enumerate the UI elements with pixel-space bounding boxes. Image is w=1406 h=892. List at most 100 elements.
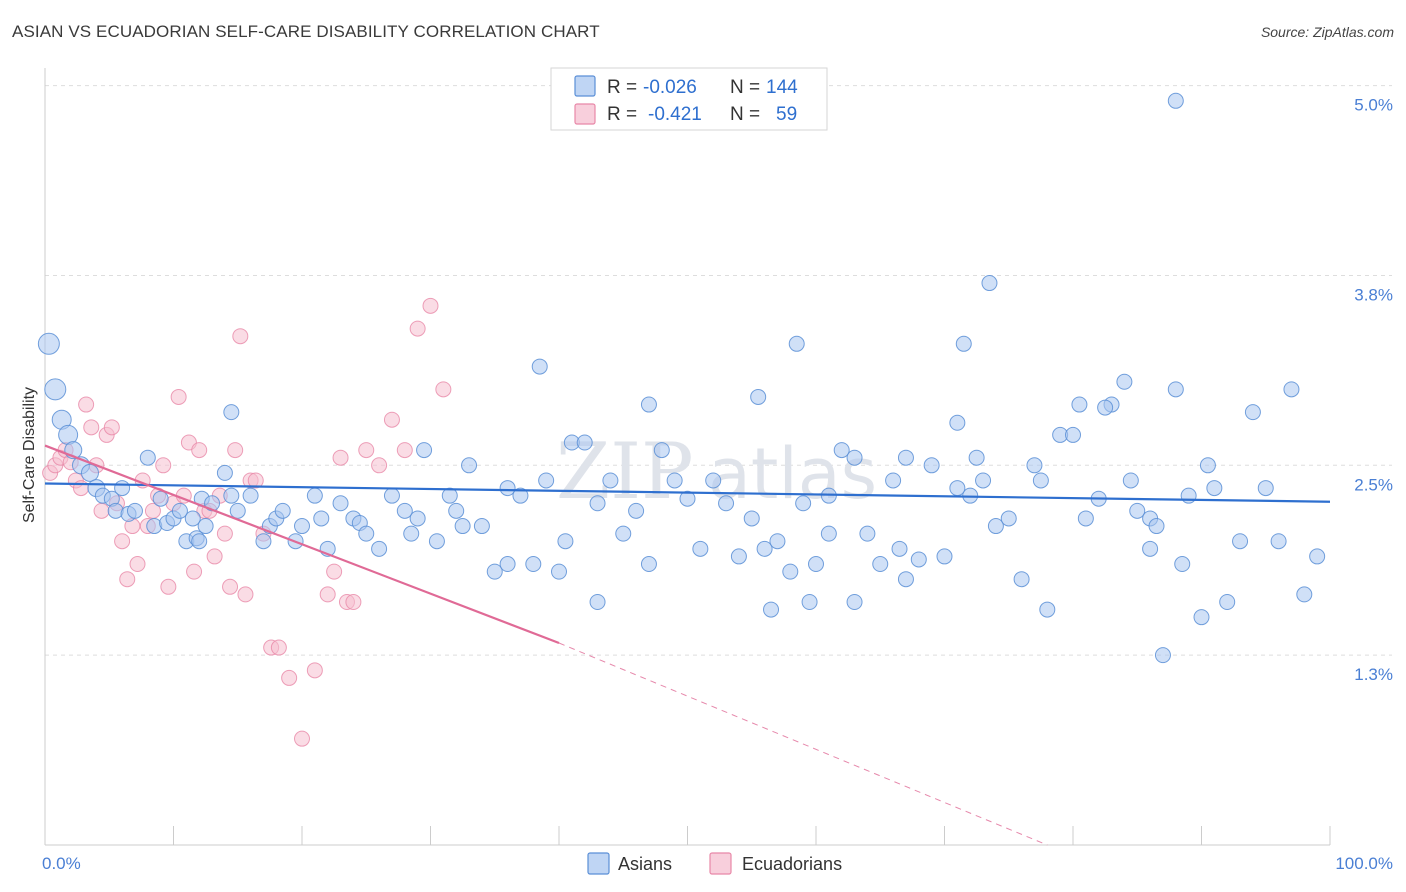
y-tick-labels: 1.3% 2.5% 3.8% 5.0% bbox=[1354, 96, 1393, 685]
asian-point-147 bbox=[223, 404, 240, 421]
asian-point-113 bbox=[1193, 609, 1210, 626]
ecuadorian-point-51 bbox=[345, 593, 362, 610]
legend-n-value-asians: 144 bbox=[766, 77, 798, 98]
asian-point-63 bbox=[602, 472, 619, 489]
chart-title: ASIAN VS ECUADORIAN SELF-CARE DISABILITY… bbox=[12, 22, 600, 41]
asian-point-13 bbox=[126, 502, 143, 519]
asian-point-106 bbox=[1129, 502, 1146, 519]
asian-point-102 bbox=[1077, 510, 1094, 527]
asian-point-115 bbox=[1219, 593, 1236, 610]
y-axis-title: Self-Care Disability bbox=[21, 387, 38, 523]
asian-point-75 bbox=[756, 540, 773, 557]
asian-point-122 bbox=[1309, 548, 1326, 565]
asian-point-24 bbox=[197, 518, 214, 535]
asian-point-48 bbox=[428, 533, 445, 550]
asian-point-67 bbox=[653, 442, 670, 459]
ecuadorian-point-47 bbox=[319, 586, 336, 603]
x-tick-label-1: 100.0% bbox=[1335, 854, 1393, 873]
asian-point-61 bbox=[576, 434, 593, 451]
asian-point-132 bbox=[1071, 396, 1088, 413]
ecuadorian-point-7 bbox=[78, 396, 95, 413]
asian-point-143 bbox=[557, 533, 574, 550]
asian-point-64 bbox=[615, 525, 632, 542]
asian-point-105 bbox=[1116, 373, 1133, 390]
asian-point-135 bbox=[1142, 540, 1159, 557]
asian-point-125 bbox=[750, 388, 767, 405]
ecuadorian-point-28 bbox=[186, 563, 203, 580]
asian-point-30 bbox=[255, 533, 272, 550]
asian-point-16 bbox=[152, 490, 169, 507]
asian-point-6 bbox=[80, 463, 99, 482]
asian-point-138 bbox=[891, 540, 908, 557]
asian-point-56 bbox=[512, 487, 529, 504]
asian-point-140 bbox=[801, 593, 818, 610]
series-legend-swatch-asians bbox=[587, 852, 610, 875]
asian-point-121 bbox=[1296, 586, 1313, 603]
asian-point-43 bbox=[371, 540, 388, 557]
asian-point-131 bbox=[981, 275, 998, 292]
ecuadorian-point-53 bbox=[371, 457, 388, 474]
ecuadorian-point-57 bbox=[422, 297, 439, 314]
ecuadorian-points bbox=[42, 297, 452, 747]
asian-point-130 bbox=[955, 335, 972, 352]
ecuadorian-point-25 bbox=[170, 388, 187, 405]
ecuadorian-trend-line bbox=[44, 444, 560, 645]
asian-point-85 bbox=[885, 472, 902, 489]
asian-point-28 bbox=[229, 502, 246, 519]
asian-point-99 bbox=[1039, 601, 1056, 618]
asian-point-116 bbox=[1232, 533, 1249, 550]
asian-point-81 bbox=[833, 442, 850, 459]
ecuadorian-point-46 bbox=[306, 662, 323, 679]
y-tick-label-0: 1.3% bbox=[1354, 665, 1393, 684]
ecuadorian-point-44 bbox=[281, 669, 298, 686]
asian-point-45 bbox=[396, 502, 413, 519]
asian-point-46 bbox=[403, 525, 420, 542]
asian-point-101 bbox=[1065, 426, 1081, 443]
ecuadorian-trend-extrapolated bbox=[558, 642, 1048, 846]
ecuadorian-point-49 bbox=[332, 449, 349, 466]
asian-point-1 bbox=[44, 378, 67, 401]
asian-point-109 bbox=[1154, 647, 1171, 664]
asian-point-65 bbox=[628, 502, 645, 519]
asian-point-14 bbox=[139, 449, 156, 466]
series-legend-label-asians: Asians bbox=[618, 854, 672, 874]
ecuadorian-point-14 bbox=[114, 533, 131, 550]
asian-point-62 bbox=[589, 495, 606, 512]
asian-point-78 bbox=[795, 495, 812, 512]
asian-point-37 bbox=[313, 510, 330, 527]
asian-point-66 bbox=[640, 556, 657, 573]
asian-point-50 bbox=[448, 502, 465, 519]
asian-point-52 bbox=[461, 457, 478, 474]
asian-point-134 bbox=[1122, 472, 1139, 489]
asian-point-111 bbox=[1174, 556, 1191, 573]
asian-point-141 bbox=[763, 601, 780, 618]
ecuadorian-point-29 bbox=[191, 442, 208, 459]
correlation-legend: R = -0.026 N = 144 R = -0.421 N = 59 bbox=[550, 67, 828, 131]
asian-point-74 bbox=[743, 510, 760, 527]
asian-point-137 bbox=[1199, 457, 1216, 474]
grid-lines bbox=[45, 85, 1392, 656]
asian-point-120 bbox=[1283, 381, 1300, 398]
asian-point-27 bbox=[223, 487, 240, 504]
asian-point-114 bbox=[1206, 480, 1223, 497]
asian-point-77 bbox=[782, 563, 799, 580]
asian-point-133 bbox=[1097, 399, 1114, 416]
asian-point-89 bbox=[936, 548, 953, 565]
watermark: ZIP atlas bbox=[556, 427, 877, 517]
asian-point-95 bbox=[1000, 510, 1017, 527]
asian-point-118 bbox=[1257, 480, 1274, 497]
ecuadorian-point-52 bbox=[358, 442, 375, 459]
asian-point-53 bbox=[473, 518, 490, 535]
asian-point-126 bbox=[788, 335, 805, 352]
asian-point-142 bbox=[589, 593, 606, 610]
asian-point-128 bbox=[897, 449, 914, 466]
asian-point-19 bbox=[171, 502, 188, 519]
trend-lines bbox=[44, 444, 1331, 846]
ecuadorian-point-35 bbox=[222, 578, 239, 595]
ecuadorian-point-22 bbox=[155, 457, 172, 474]
asian-point-33 bbox=[274, 502, 291, 519]
ecuadorian-point-43 bbox=[270, 639, 287, 656]
asian-point-47 bbox=[409, 510, 426, 527]
ecuadorian-point-8 bbox=[83, 419, 100, 436]
